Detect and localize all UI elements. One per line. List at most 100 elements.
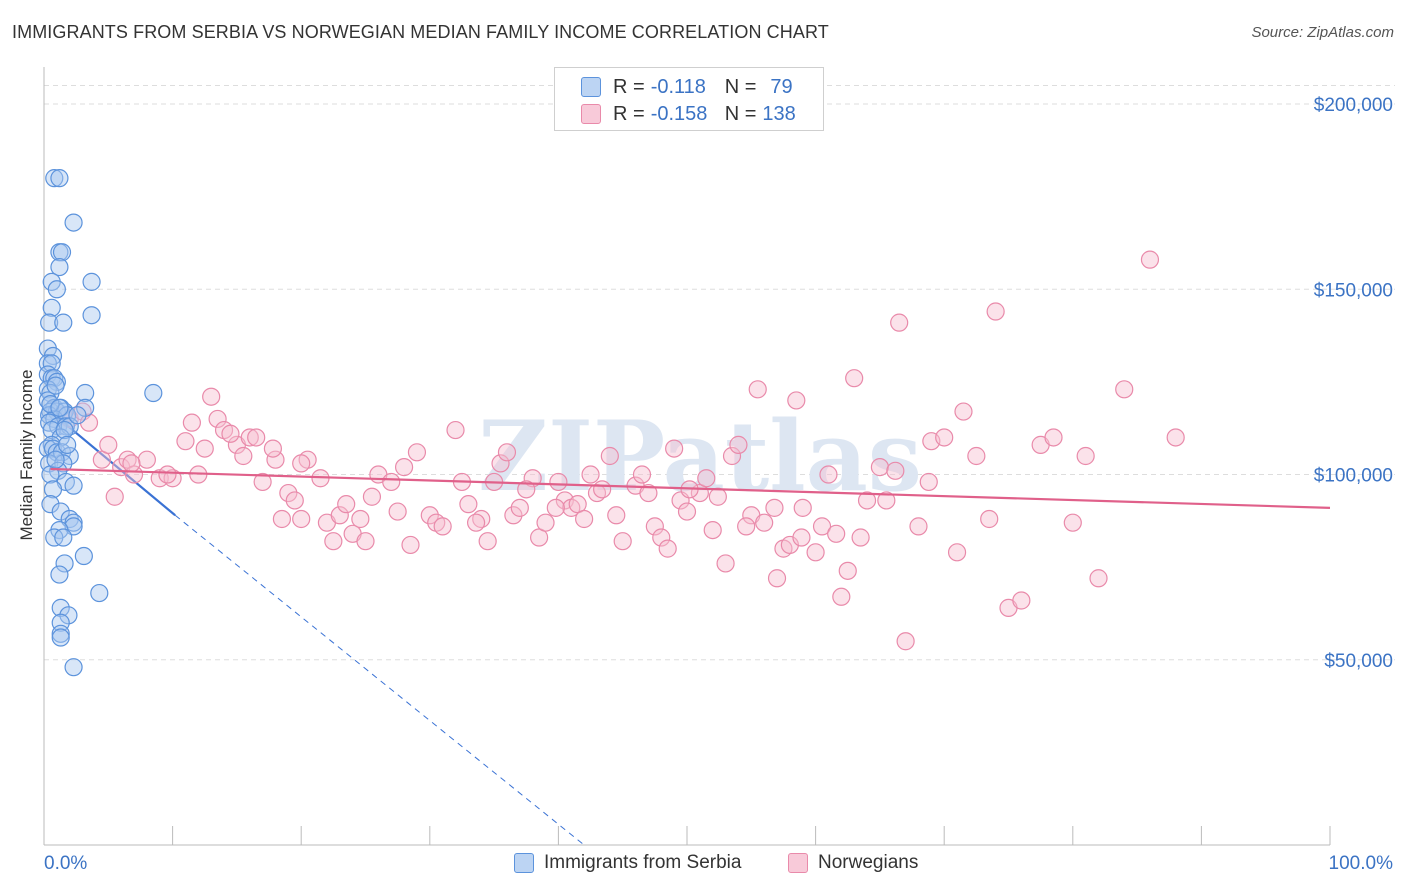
norwegians-point xyxy=(981,510,998,527)
norwegians-point xyxy=(286,492,303,509)
serbia-point xyxy=(54,244,71,261)
norwegians-point xyxy=(704,522,721,539)
y-axis-label: Median Family Income xyxy=(17,369,36,540)
serbia-point xyxy=(43,299,60,316)
norwegians-point xyxy=(608,507,625,524)
norwegians-point xyxy=(698,470,715,487)
norwegians-point xyxy=(793,529,810,546)
norwegians-point xyxy=(138,451,155,468)
serbia-point xyxy=(51,566,68,583)
legend-n-label: N = xyxy=(725,76,757,99)
serbia-point xyxy=(65,659,82,676)
y-tick-label: $100,000 xyxy=(1314,466,1393,487)
series-label-serbia: Immigrants from Serbia xyxy=(544,852,741,874)
norwegians-point xyxy=(383,473,400,490)
serbia-point xyxy=(52,629,69,646)
serbia-point xyxy=(65,477,82,494)
norwegians-point xyxy=(949,544,966,561)
norwegians-point xyxy=(447,422,464,439)
serbia-point xyxy=(47,451,64,468)
y-tick-label: $200,000 xyxy=(1314,95,1393,116)
norwegians-point xyxy=(293,510,310,527)
norwegians-point xyxy=(756,514,773,531)
norwegians-point xyxy=(987,303,1004,320)
series-legend-serbia[interactable]: Immigrants from Serbia xyxy=(514,852,741,874)
norwegians-point xyxy=(123,455,140,472)
legend-row-serbia: R = -0.118 N = 79 xyxy=(581,75,793,99)
serbia-point xyxy=(51,399,68,416)
serbia-point xyxy=(83,273,100,290)
norwegians-point xyxy=(1064,514,1081,531)
serbia-point xyxy=(145,385,162,402)
norwegians-point xyxy=(106,488,123,505)
serbia-point xyxy=(48,281,65,298)
norwegians-point xyxy=(338,496,355,513)
norwegians-point xyxy=(159,466,176,483)
norwegians-point xyxy=(479,533,496,550)
norwegians-point xyxy=(839,562,856,579)
legend-n-value-norwegians: 138 xyxy=(762,103,795,126)
norwegians-point xyxy=(177,433,194,450)
norwegians-point xyxy=(1167,429,1184,446)
norwegians-point xyxy=(196,440,213,457)
norwegians-point xyxy=(766,499,783,516)
y-tick-label: $150,000 xyxy=(1314,280,1393,301)
series-label-norwegians: Norwegians xyxy=(818,852,918,874)
norwegians-point xyxy=(293,455,310,472)
legend-r-value-norwegians: -0.158 xyxy=(651,103,725,126)
norwegians-point xyxy=(833,588,850,605)
serbia-point xyxy=(51,170,68,187)
norwegians-point xyxy=(1141,251,1158,268)
legend-swatch-serbia xyxy=(581,77,601,97)
norwegians-point xyxy=(511,499,528,516)
norwegians-point xyxy=(396,459,413,476)
norwegians-point xyxy=(357,533,374,550)
norwegians-point xyxy=(659,540,676,557)
norwegians-point xyxy=(871,459,888,476)
norwegians-point xyxy=(666,440,683,457)
gridlines xyxy=(44,86,1395,660)
norwegians-point xyxy=(679,503,696,520)
norwegians-point xyxy=(434,518,451,535)
norwegians-point xyxy=(601,448,618,465)
norwegians-point xyxy=(325,533,342,550)
correlation-legend: R = -0.118 N = 79 R = -0.158 N = 138 xyxy=(554,67,824,131)
norwegians-point xyxy=(887,462,904,479)
legend-row-norwegians: R = -0.158 N = 138 xyxy=(581,102,796,126)
legend-n-label: N = xyxy=(725,103,757,126)
norwegians-point xyxy=(1116,381,1133,398)
norwegians-point xyxy=(352,510,369,527)
serbia-point xyxy=(55,529,72,546)
norwegians-point xyxy=(389,503,406,520)
points-serbia xyxy=(39,170,161,676)
norwegians-point xyxy=(852,529,869,546)
norwegians-point xyxy=(550,473,567,490)
serbia-point xyxy=(75,548,92,565)
legend-r-label: R = xyxy=(613,103,645,126)
norwegians-point xyxy=(968,448,985,465)
norwegians-point xyxy=(794,499,811,516)
serbia-point xyxy=(83,307,100,324)
norwegians-point xyxy=(264,440,281,457)
norwegians-point xyxy=(920,473,937,490)
norwegians-point xyxy=(582,466,599,483)
norwegians-point xyxy=(769,570,786,587)
norwegians-point xyxy=(738,518,755,535)
norwegians-point xyxy=(402,536,419,553)
norwegians-point xyxy=(820,466,837,483)
series-legend-norwegians[interactable]: Norwegians xyxy=(788,852,918,874)
norwegians-point xyxy=(1045,429,1062,446)
norwegians-point xyxy=(897,633,914,650)
norwegians-point xyxy=(594,481,611,498)
norwegians-point xyxy=(717,555,734,572)
legend-n-value-serbia: 79 xyxy=(770,76,792,99)
norwegians-point xyxy=(955,403,972,420)
norwegians-point xyxy=(807,544,824,561)
scatter-chart: ZIPatlas $50,000$100,000$150,000$200,000… xyxy=(0,0,1406,892)
norwegians-point xyxy=(222,425,239,442)
serbia-point xyxy=(47,377,64,394)
norwegians-point xyxy=(1090,570,1107,587)
norwegians-point xyxy=(936,429,953,446)
norwegians-point xyxy=(828,525,845,542)
serbia-point xyxy=(69,407,86,424)
